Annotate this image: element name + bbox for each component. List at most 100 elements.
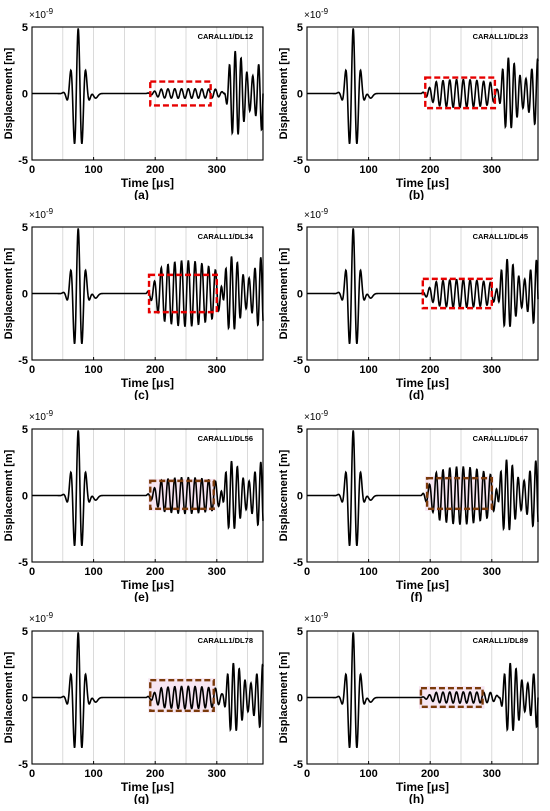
y-tick-label: 5 — [297, 626, 303, 638]
highlight-box — [419, 686, 484, 709]
panel-label: (c) — [134, 388, 149, 400]
y-exponent-label: ×10-9 — [304, 207, 329, 221]
series-annotation: CARALL1/DL34 — [198, 232, 254, 241]
chart-panel-b: 0 100 200 300-505×10-9CARALL1/DL23Displacem… — [278, 7, 539, 200]
y-exponent-label: ×10-9 — [29, 7, 54, 21]
signal-line — [32, 228, 264, 345]
signal-line — [32, 632, 264, 749]
x-tick-label: 200 — [421, 566, 439, 578]
series-annotation: CARALL1/DL78 — [198, 636, 253, 645]
y-tick-label: 0 — [297, 289, 303, 301]
x-tick-label: 100 — [84, 566, 102, 578]
panel-label: (a) — [134, 188, 149, 200]
series-annotation: CARALL1/DL23 — [473, 32, 528, 41]
y-axis-label: Displacement [m] — [278, 449, 290, 541]
y-tick-label: 0 — [297, 89, 303, 101]
highlight-box — [149, 679, 215, 712]
y-exponent-label: ×10-9 — [304, 611, 329, 625]
x-axis-label: Time [μs] — [121, 176, 174, 190]
y-tick-label: -5 — [18, 155, 28, 167]
axes-frame — [306, 428, 539, 563]
x-tick-label: 300 — [208, 566, 226, 578]
x-tick-label: 100 — [84, 364, 102, 376]
panel-label: (e) — [134, 590, 149, 602]
y-tick-label: 5 — [22, 22, 28, 34]
y-exponent-label: ×10-9 — [29, 409, 54, 423]
x-tick-label: 0 — [304, 364, 310, 376]
panel-label: (b) — [409, 188, 424, 200]
highlight-box — [147, 273, 218, 314]
x-axis-label: Time [μs] — [121, 780, 174, 794]
y-tick-label: 0 — [22, 491, 28, 503]
y-axis-label: Displacement [m] — [3, 47, 15, 139]
y-exponent-label: ×10-9 — [29, 207, 54, 221]
signal-line — [307, 430, 539, 547]
y-tick-label: -5 — [293, 155, 303, 167]
x-tick-label: 0 — [304, 768, 310, 780]
x-axis-label: Time [μs] — [396, 176, 449, 190]
x-tick-label: 300 — [208, 364, 226, 376]
y-tick-label: 5 — [297, 222, 303, 234]
x-tick-label: 100 — [359, 768, 377, 780]
y-tick-label: 0 — [297, 491, 303, 503]
y-tick-label: 5 — [297, 22, 303, 34]
x-tick-label: 0 — [29, 768, 35, 780]
x-tick-label: 200 — [146, 164, 164, 176]
y-tick-label: 5 — [297, 424, 303, 436]
y-tick-label: -5 — [293, 355, 303, 367]
y-tick-label: -5 — [18, 355, 28, 367]
chart-panel-d: 0 100 200 300-505×10-9CARALL1/DL45Displacem… — [278, 207, 539, 400]
highlight-box — [425, 477, 493, 510]
x-tick-label: 200 — [146, 566, 164, 578]
x-axis-label: Time [μs] — [121, 376, 174, 390]
y-exponent-label: ×10-9 — [304, 409, 329, 423]
y-tick-label: -5 — [18, 759, 28, 771]
x-tick-label: 100 — [359, 164, 377, 176]
y-axis-label: Displacement [m] — [3, 247, 15, 339]
x-tick-label: 0 — [304, 566, 310, 578]
chart-panel-h: 0 100 200 300-505×10-9CARALL1/DL89Displacem… — [278, 611, 539, 804]
chart-panel-a: 0 100 200 300-505×10-9CARALL1/DL12Displacem… — [3, 7, 264, 200]
y-axis-label: Displacement [m] — [3, 449, 15, 541]
signal-line — [32, 430, 264, 547]
axes-frame — [31, 428, 264, 563]
x-tick-label: 300 — [483, 768, 501, 780]
x-tick-label: 300 — [483, 364, 501, 376]
signal-line — [307, 28, 539, 145]
y-exponent-label: ×10-9 — [304, 7, 329, 21]
x-tick-label: 200 — [146, 364, 164, 376]
y-tick-label: 0 — [22, 693, 28, 705]
y-tick-label: 5 — [22, 222, 28, 234]
chart-panel-f: 0 100 200 300-505×10-9CARALL1/DL67Displacem… — [278, 409, 539, 602]
x-tick-label: 300 — [208, 768, 226, 780]
x-axis-label: Time [μs] — [121, 578, 174, 592]
y-axis-label: Displacement [m] — [278, 47, 290, 139]
x-tick-label: 0 — [29, 566, 35, 578]
x-tick-label: 100 — [359, 364, 377, 376]
y-tick-label: -5 — [18, 557, 28, 569]
y-tick-label: 5 — [22, 424, 28, 436]
y-tick-label: -5 — [293, 557, 303, 569]
series-annotation: CARALL1/DL12 — [198, 32, 253, 41]
series-annotation: CARALL1/DL56 — [198, 434, 253, 443]
signal-line — [307, 632, 539, 749]
y-axis-label: Displacement [m] — [278, 247, 290, 339]
x-tick-label: 0 — [29, 164, 35, 176]
panel-label: (f) — [411, 590, 423, 602]
x-tick-label: 100 — [84, 768, 102, 780]
highlight-box — [421, 277, 493, 310]
x-tick-label: 200 — [421, 364, 439, 376]
y-tick-label: 5 — [22, 626, 28, 638]
highlight-box — [149, 479, 215, 511]
series-annotation: CARALL1/DL89 — [473, 636, 528, 645]
y-axis-label: Displacement [m] — [278, 651, 290, 743]
highlight-box — [424, 76, 497, 110]
panel-label: (d) — [409, 388, 424, 400]
y-tick-label: 0 — [297, 693, 303, 705]
chart-panel-c: 0 100 200 300-505×10-9CARALL1/DL34Displacem… — [3, 207, 264, 400]
x-axis-label: Time [μs] — [396, 780, 449, 794]
y-exponent-label: ×10-9 — [29, 611, 54, 625]
x-tick-label: 100 — [84, 164, 102, 176]
series-annotation: CARALL1/DL45 — [473, 232, 528, 241]
